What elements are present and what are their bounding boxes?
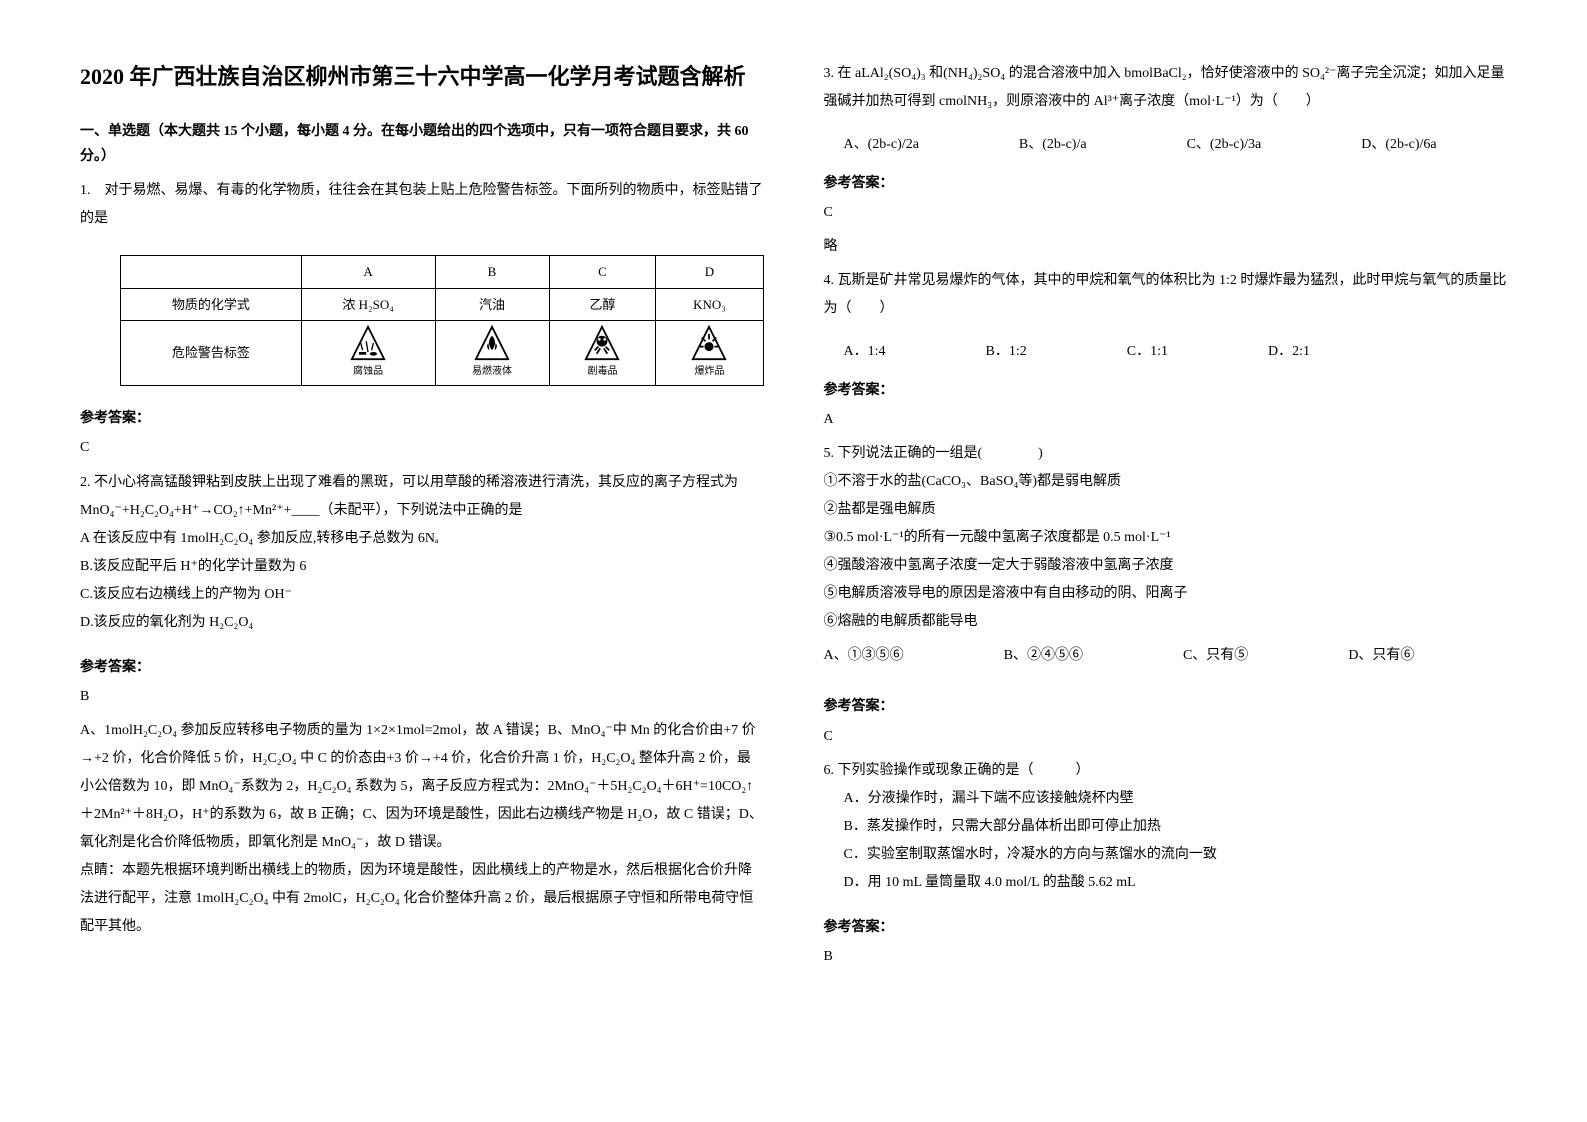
table-row: 危险警告标签 腐蚀品 易燃液体 剧毒品 爆炸品: [121, 321, 764, 386]
left-column: 2020 年广西壮族自治区柳州市第三十六中学高一化学月考试题含解析 一、单选题（…: [80, 60, 764, 1062]
table-cell: 危险警告标签: [121, 321, 302, 386]
q2-explanation: A、1molH₂C₂O₄ 参加反应转移电子物质的量为 1×2×1mol=2mol…: [80, 717, 764, 857]
q5-statements: ①不溶于水的盐(CaCO₃、BaSO₄等)都是弱电解质 ②盐都是强电解质 ③0.…: [824, 468, 1508, 636]
section-1-header: 一、单选题（本大题共 15 个小题，每小题 4 分。在每小题给出的四个选项中，只…: [80, 119, 764, 169]
q5-opt-c: C、只有⑤: [1183, 642, 1248, 670]
q3-extra: 略: [824, 234, 1508, 259]
q2-answer: B: [80, 684, 764, 709]
toxic-icon: [584, 325, 620, 361]
question-2: 2. 不小心将高锰酸钾粘到皮肤上出现了难看的黑斑，可以用草酸的稀溶液进行清洗，其…: [80, 469, 764, 637]
q3-opt-c: C、(2b-c)/3a: [1187, 132, 1262, 157]
q1-answer: C: [80, 435, 764, 460]
q6-opt-b: B．蒸发操作时，只需大部分晶体析出即可停止加热: [844, 813, 1508, 841]
q3-opt-b: B、(2b-c)/a: [1019, 132, 1087, 157]
table-cell: [121, 256, 302, 288]
q5-options: A、①③⑤⑥ B、②④⑤⑥ C、只有⑤ D、只有⑥: [824, 642, 1508, 670]
q3-options: A、(2b-c)/2a B、(2b-c)/a C、(2b-c)/3a D、(2b…: [824, 132, 1508, 157]
table-cell: C: [549, 256, 656, 288]
q2-text: 2. 不小心将高锰酸钾粘到皮肤上出现了难看的黑斑，可以用草酸的稀溶液进行清洗，其…: [80, 469, 764, 525]
right-column: 3. 在 aLAl₂(SO₄)₃ 和(NH₄)₂SO₄ 的混合溶液中加入 bmo…: [824, 60, 1508, 1062]
table-cell: 乙醇: [549, 288, 656, 320]
question-1: 1. 对于易燃、易爆、有毒的化学物质，往往会在其包装上贴上危险警告标签。下面所列…: [80, 177, 764, 233]
q6-opt-c: C．实验室制取蒸馏水时，冷凝水的方向与蒸馏水的流向一致: [844, 841, 1508, 869]
hazard-label: 剧毒品: [562, 363, 644, 381]
table-row: 物质的化学式 浓 H₂SO₄ 汽油 乙醇 KNO₃: [121, 288, 764, 320]
answer-label: 参考答案：: [824, 171, 1508, 196]
table-cell: 浓 H₂SO₄: [301, 288, 435, 320]
flammable-icon: [474, 325, 510, 361]
table-cell: 剧毒品: [549, 321, 656, 386]
question-4: 4. 瓦斯是矿井常见易爆炸的气体，其中的甲烷和氧气的体积比为 1:2 时爆炸最为…: [824, 267, 1508, 323]
corrosive-icon: [350, 325, 386, 361]
q2-opt-b: B.该反应配平后 H⁺的化学计量数为 6: [80, 553, 764, 581]
hazard-label: 爆炸品: [668, 363, 750, 381]
q4-answer: A: [824, 407, 1508, 432]
q6-opt-a: A．分液操作时，漏斗下端不应该接触烧杯内壁: [844, 785, 1508, 813]
table-cell: B: [435, 256, 549, 288]
table-cell: 腐蚀品: [301, 321, 435, 386]
hazard-label: 腐蚀品: [314, 363, 423, 381]
question-3: 3. 在 aLAl₂(SO₄)₃ 和(NH₄)₂SO₄ 的混合溶液中加入 bmo…: [824, 60, 1508, 116]
q5-s2: ②盐都是强电解质: [824, 496, 1508, 524]
q5-s6: ⑥熔融的电解质都能导电: [824, 608, 1508, 636]
q6-options-list: A．分液操作时，漏斗下端不应该接触烧杯内壁 B．蒸发操作时，只需大部分晶体析出即…: [824, 785, 1508, 897]
q6-opt-d: D．用 10 mL 量筒量取 4.0 mol/L 的盐酸 5.62 mL: [844, 869, 1508, 897]
q5-s3: ③0.5 mol·L⁻¹的所有一元酸中氢离子浓度都是 0.5 mol·L⁻¹: [824, 524, 1508, 552]
answer-label: 参考答案：: [824, 694, 1508, 719]
q5-text: 5. 下列说法正确的一组是( ): [824, 440, 1508, 468]
question-6: 6. 下列实验操作或现象正确的是（ ） A．分液操作时，漏斗下端不应该接触烧杯内…: [824, 757, 1508, 897]
table-cell: 物质的化学式: [121, 288, 302, 320]
answer-label: 参考答案：: [824, 378, 1508, 403]
q3-opt-a: A、(2b-c)/2a: [844, 132, 919, 157]
q5-s5: ⑤电解质溶液导电的原因是溶液中有自由移动的阴、阳离子: [824, 580, 1508, 608]
q5-answer: C: [824, 724, 1508, 749]
q2-hint: 点睛：本题先根据环境判断出横线上的物质，因为环境是酸性，因此横线上的产物是水，然…: [80, 857, 764, 941]
q4-options: A．1:4 B．1:2 C．1:1 D．2:1: [824, 339, 1508, 364]
q4-opt-c: C．1:1: [1127, 339, 1168, 364]
q2-opt-d: D.该反应的氧化剂为 H₂C₂O₄: [80, 609, 764, 637]
table-cell: 爆炸品: [656, 321, 763, 386]
q5-opt-a: A、①③⑤⑥: [824, 642, 904, 670]
q6-answer: B: [824, 944, 1508, 969]
q6-text: 6. 下列实验操作或现象正确的是（ ）: [824, 757, 1508, 785]
table-cell: A: [301, 256, 435, 288]
answer-label: 参考答案：: [80, 406, 764, 431]
q5-opt-d: D、只有⑥: [1348, 642, 1414, 670]
q4-opt-d: D．2:1: [1268, 339, 1310, 364]
document-title: 2020 年广西壮族自治区柳州市第三十六中学高一化学月考试题含解析: [80, 60, 764, 93]
table-cell: KNO₃: [656, 288, 763, 320]
q4-opt-a: A．1:4: [844, 339, 886, 364]
table-cell: 汽油: [435, 288, 549, 320]
explosive-icon: [691, 325, 727, 361]
question-5: 5. 下列说法正确的一组是( ) ①不溶于水的盐(CaCO₃、BaSO₄等)都是…: [824, 440, 1508, 676]
table-cell: D: [656, 256, 763, 288]
q5-s1: ①不溶于水的盐(CaCO₃、BaSO₄等)都是弱电解质: [824, 468, 1508, 496]
q5-opt-b: B、②④⑤⑥: [1004, 642, 1083, 670]
hazard-label: 易燃液体: [448, 363, 537, 381]
q5-s4: ④强酸溶液中氢离子浓度一定大于弱酸溶液中氢离子浓度: [824, 552, 1508, 580]
q3-opt-d: D、(2b-c)/6a: [1361, 132, 1436, 157]
answer-label: 参考答案：: [80, 655, 764, 680]
hazard-table: A B C D 物质的化学式 浓 H₂SO₄ 汽油 乙醇 KNO₃ 危险警告标签…: [120, 255, 764, 386]
table-row: A B C D: [121, 256, 764, 288]
answer-label: 参考答案：: [824, 915, 1508, 940]
q3-answer: C: [824, 200, 1508, 225]
q2-opt-c: C.该反应右边横线上的产物为 OH⁻: [80, 581, 764, 609]
q4-opt-b: B．1:2: [986, 339, 1027, 364]
table-cell: 易燃液体: [435, 321, 549, 386]
q2-opt-a: A 在该反应中有 1molH₂C₂O₄ 参加反应,转移电子总数为 6Nₐ: [80, 525, 764, 553]
